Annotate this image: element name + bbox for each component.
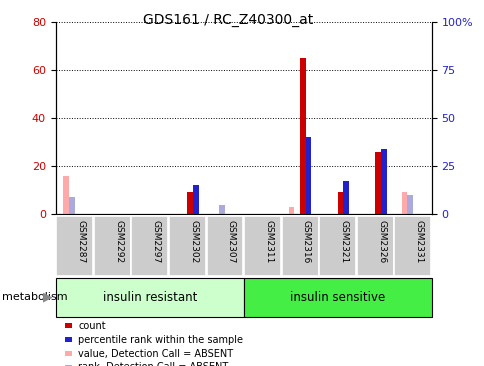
Text: GSM2321: GSM2321: [339, 220, 348, 264]
Text: GDS161 / RC_Z40300_at: GDS161 / RC_Z40300_at: [142, 13, 313, 27]
Text: GSM2287: GSM2287: [76, 220, 85, 264]
Text: insulin resistant: insulin resistant: [102, 291, 197, 304]
Bar: [407, 195, 412, 214]
FancyBboxPatch shape: [56, 216, 93, 276]
Text: GSM2316: GSM2316: [302, 220, 310, 264]
FancyBboxPatch shape: [168, 216, 205, 276]
Bar: [288, 207, 294, 214]
Text: ▶: ▶: [43, 291, 52, 304]
FancyBboxPatch shape: [56, 278, 243, 317]
Text: GSM2302: GSM2302: [189, 220, 198, 264]
FancyBboxPatch shape: [393, 216, 430, 276]
Bar: [300, 58, 305, 214]
Bar: [63, 176, 69, 214]
Bar: [401, 193, 407, 214]
FancyBboxPatch shape: [243, 278, 431, 317]
FancyBboxPatch shape: [243, 216, 280, 276]
FancyBboxPatch shape: [93, 216, 130, 276]
Bar: [219, 205, 225, 214]
FancyBboxPatch shape: [131, 216, 168, 276]
Text: GSM2307: GSM2307: [227, 220, 235, 264]
Text: metabolism: metabolism: [2, 292, 68, 302]
Text: GSM2292: GSM2292: [114, 220, 123, 263]
Text: GSM2326: GSM2326: [377, 220, 385, 264]
FancyBboxPatch shape: [206, 216, 243, 276]
Text: GSM2331: GSM2331: [414, 220, 423, 264]
Text: percentile rank within the sample: percentile rank within the sample: [78, 335, 242, 345]
Text: value, Detection Call = ABSENT: value, Detection Call = ABSENT: [78, 348, 233, 359]
Bar: [343, 182, 348, 214]
Bar: [305, 137, 311, 214]
Text: GSM2297: GSM2297: [151, 220, 160, 264]
Bar: [69, 197, 75, 214]
Bar: [193, 185, 198, 214]
Text: insulin sensitive: insulin sensitive: [289, 291, 384, 304]
FancyBboxPatch shape: [281, 216, 318, 276]
FancyBboxPatch shape: [318, 216, 355, 276]
Bar: [375, 152, 380, 214]
Text: GSM2311: GSM2311: [264, 220, 273, 264]
Bar: [187, 193, 193, 214]
Bar: [337, 193, 343, 214]
FancyBboxPatch shape: [356, 216, 393, 276]
Bar: [380, 149, 386, 214]
Text: rank, Detection Call = ABSENT: rank, Detection Call = ABSENT: [78, 362, 228, 366]
Text: count: count: [78, 321, 106, 331]
